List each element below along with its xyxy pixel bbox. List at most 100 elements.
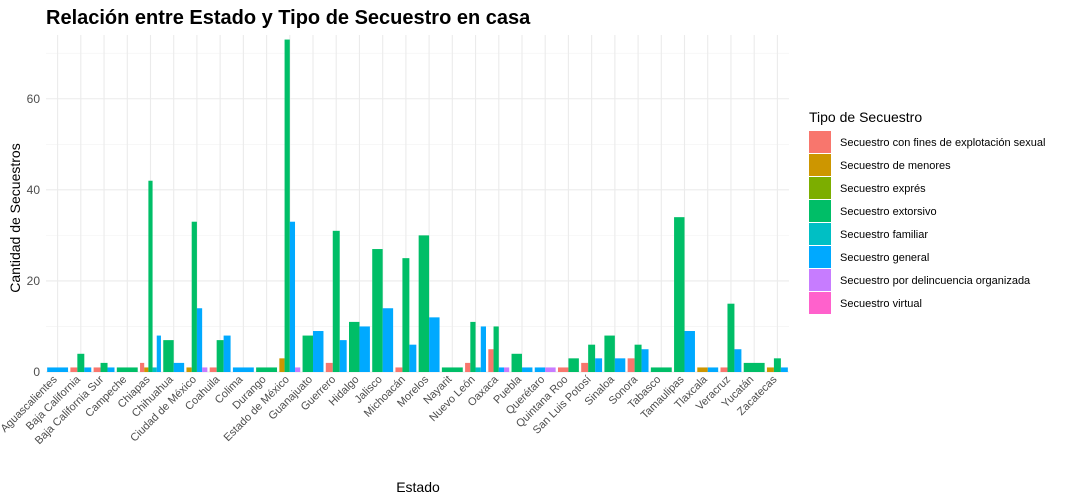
bar-puebla-secuestro-extorsivo — [511, 353, 522, 372]
bar-ciudad-de-mexico-secuestro-general — [196, 308, 203, 372]
legend-label-secuestro-expres: Secuestro exprés — [840, 183, 926, 195]
bar-tlaxcala-secuestro-general — [707, 367, 719, 372]
bar-guanajuato-secuestro-general — [313, 331, 324, 372]
bar-san-luis-potosi-secuestro-general — [595, 358, 603, 372]
bar-estado-de-mexico-secuestro-general — [289, 221, 296, 372]
bar-michoacan-secuestro-extorsivo — [402, 258, 410, 372]
legend-label-secuestro-extorsivo: Secuestro extorsivo — [840, 206, 937, 218]
bar-tamaulipas-secuestro-general — [684, 331, 695, 372]
legend-title: Tipo de Secuestro — [809, 109, 922, 125]
bar-michoacan-secuestro-general — [409, 344, 417, 372]
bar-oaxaca-secuestro-con-fines-de-explotacion-sexual — [488, 349, 494, 372]
chart-title: Relación entre Estado y Tipo de Secuestr… — [46, 7, 531, 29]
bar-ciudad-de-mexico-secuestro-extorsivo — [191, 221, 197, 372]
bar-tabasco-secuestro-extorsivo — [650, 367, 672, 372]
bar-estado-de-mexico-secuestro-por-delincuencia-organizada — [295, 367, 301, 372]
legend-label-secuestro-familiar: Secuestro familiar — [840, 229, 928, 241]
bar-ciudad-de-mexico-secuestro-por-delincuencia-organizada — [202, 367, 208, 372]
legend-swatch-secuestro-expres — [809, 177, 831, 199]
bar-sonora-secuestro-general — [641, 349, 649, 372]
bar-puebla-secuestro-general — [521, 367, 533, 372]
bar-guerrero-secuestro-general — [339, 340, 347, 372]
bar-chiapas-secuestro-de-menores — [144, 367, 149, 372]
bar-jalisco-secuestro-general — [382, 308, 394, 372]
bar-campeche-secuestro-extorsivo — [116, 367, 138, 372]
bar-san-luis-potosi-secuestro-con-fines-de-explotacion-sexual — [581, 362, 589, 372]
bar-zacatecas-secuestro-general — [780, 367, 788, 372]
bar-coahuila-secuestro-extorsivo — [216, 340, 224, 372]
bar-queretaro-secuestro-por-delincuencia-organizada — [545, 367, 556, 372]
legend-label-secuestro-con-fines-de-explotacion-sexual: Secuestro con fines de explotación sexua… — [840, 137, 1045, 149]
bar-chiapas-secuestro-con-fines-de-explotacion-sexual — [140, 362, 145, 372]
bar-quintana-roo-secuestro-extorsivo — [568, 358, 579, 372]
bar-sonora-secuestro-extorsivo — [634, 344, 642, 372]
bar-veracruz-secuestro-extorsivo — [727, 303, 735, 372]
legend-label-secuestro-general: Secuestro general — [840, 252, 929, 264]
bar-sinaloa-secuestro-extorsivo — [604, 335, 615, 372]
bar-yucatan-secuestro-extorsivo — [743, 362, 765, 372]
bar-guerrero-secuestro-extorsivo — [332, 230, 340, 372]
bar-chiapas-secuestro-familiar — [152, 367, 157, 372]
legend: Tipo de Secuestro Secuestro con fines de… — [809, 109, 1045, 314]
bar-michoacan-secuestro-con-fines-de-explotacion-sexual — [395, 367, 403, 372]
bar-coahuila-secuestro-general — [223, 335, 231, 372]
y-tick-label: 20 — [27, 274, 41, 288]
bar-baja-california-sur-secuestro-extorsivo — [100, 362, 108, 372]
bar-colima-secuestro-general — [232, 367, 254, 372]
bar-nuevo-leon-secuestro-general — [480, 326, 486, 372]
y-axis-title: Cantidad de Secuestros — [7, 143, 23, 292]
bar-veracruz-secuestro-con-fines-de-explotacion-sexual — [720, 367, 728, 372]
bar-morelos-secuestro-extorsivo — [418, 235, 430, 372]
bar-chiapas-secuestro-extorsivo — [148, 180, 153, 372]
bar-nayarit-secuestro-extorsivo — [441, 367, 463, 372]
y-tick-label: 60 — [27, 92, 41, 106]
bar-oaxaca-secuestro-por-delincuencia-organizada — [503, 367, 510, 372]
bar-oaxaca-secuestro-general — [498, 367, 504, 372]
bar-aguascalientes-secuestro-general — [47, 367, 69, 372]
bar-quintana-roo-secuestro-con-fines-de-explotacion-sexual — [557, 367, 569, 372]
bar-tamaulipas-secuestro-extorsivo — [674, 217, 685, 372]
legend-swatch-secuestro-extorsivo — [809, 200, 831, 222]
bar-sonora-secuestro-con-fines-de-explotacion-sexual — [627, 358, 635, 372]
bar-estado-de-mexico-secuestro-extorsivo — [284, 39, 290, 373]
bar-chihuahua-secuestro-general — [173, 362, 185, 372]
bar-baja-california-secuestro-extorsivo — [77, 353, 85, 372]
legend-label-secuestro-virtual: Secuestro virtual — [840, 298, 922, 310]
bar-coahuila-secuestro-con-fines-de-explotacion-sexual — [209, 367, 217, 372]
bars — [47, 39, 788, 373]
legend-swatch-secuestro-de-menores — [809, 154, 831, 176]
bar-veracruz-secuestro-general — [734, 349, 742, 372]
legend-swatch-secuestro-virtual — [809, 292, 831, 314]
bar-estado-de-mexico-secuestro-de-menores — [279, 358, 285, 372]
bar-sinaloa-secuestro-general — [614, 358, 626, 372]
bar-hidalgo-secuestro-general — [359, 326, 370, 372]
legend-swatch-secuestro-con-fines-de-explotacion-sexual — [809, 131, 831, 153]
bar-guerrero-secuestro-con-fines-de-explotacion-sexual — [325, 362, 333, 372]
bar-hidalgo-secuestro-extorsivo — [349, 321, 360, 372]
x-axis-title: Estado — [396, 479, 440, 495]
bar-guanajuato-secuestro-extorsivo — [302, 335, 314, 372]
legend-swatch-secuestro-familiar — [809, 223, 831, 245]
y-axis-ticks: 0 20 40 60 — [27, 92, 41, 379]
bar-baja-california-sur-secuestro-con-fines-de-explotacion-sexual — [93, 367, 101, 372]
bar-nuevo-leon-secuestro-extorsivo — [470, 321, 476, 372]
bar-nuevo-leon-secuestro-familiar — [475, 367, 481, 372]
y-tick-label: 40 — [27, 183, 41, 197]
bar-baja-california-sur-secuestro-general — [107, 367, 115, 372]
bar-morelos-secuestro-general — [429, 317, 440, 372]
bar-tlaxcala-secuestro-de-menores — [697, 367, 708, 372]
y-tick-label: 0 — [33, 365, 40, 379]
bar-jalisco-secuestro-extorsivo — [372, 249, 383, 372]
legend-swatch-secuestro-por-delincuencia-organizada — [809, 269, 831, 291]
legend-label-secuestro-por-delincuencia-organizada: Secuestro por delincuencia organizada — [840, 275, 1031, 287]
bar-chihuahua-secuestro-extorsivo — [163, 340, 174, 372]
bar-zacatecas-secuestro-extorsivo — [773, 358, 781, 372]
bar-baja-california-secuestro-general — [84, 367, 92, 372]
bar-baja-california-secuestro-con-fines-de-explotacion-sexual — [70, 367, 78, 372]
bar-ciudad-de-mexico-secuestro-de-menores — [186, 367, 192, 372]
bar-chiapas-secuestro-general — [156, 335, 161, 372]
bar-san-luis-potosi-secuestro-extorsivo — [588, 344, 596, 372]
bar-oaxaca-secuestro-extorsivo — [493, 326, 499, 372]
